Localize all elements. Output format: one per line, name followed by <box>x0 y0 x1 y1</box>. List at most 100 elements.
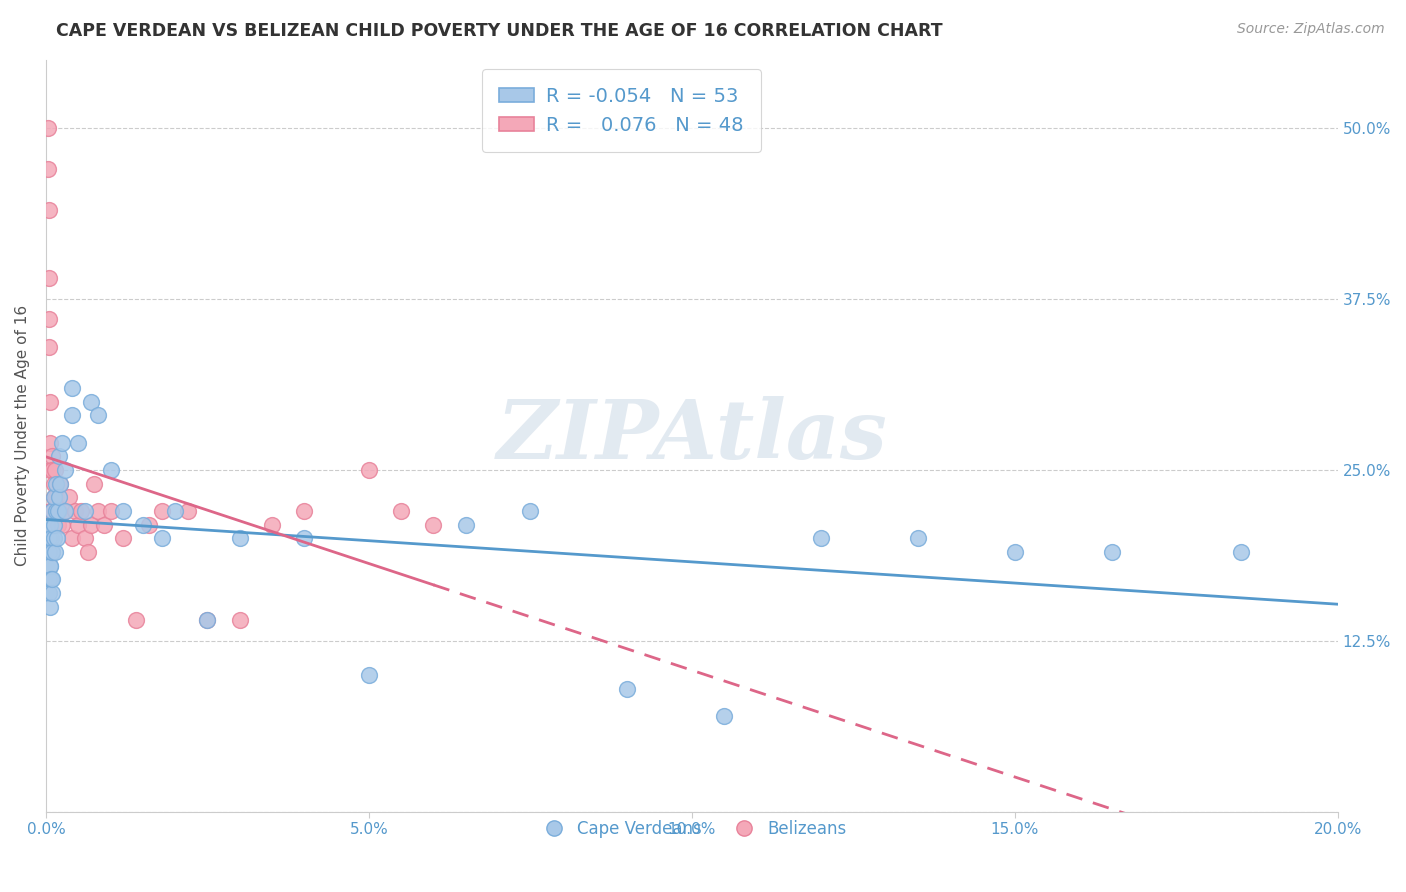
Point <box>165 504 187 518</box>
Point <box>41 586 63 600</box>
Point <box>39 504 62 518</box>
Point <box>260 517 283 532</box>
Point <box>1004 545 1026 559</box>
Point <box>42 490 65 504</box>
Point <box>197 614 219 628</box>
Point <box>519 504 541 518</box>
Point <box>907 531 929 545</box>
Point <box>228 531 250 545</box>
Point <box>70 504 93 518</box>
Point <box>39 517 62 532</box>
Point <box>616 681 638 696</box>
Point <box>1101 545 1123 559</box>
Point <box>83 476 105 491</box>
Point <box>100 504 122 518</box>
Point <box>44 517 66 532</box>
Point <box>93 517 115 532</box>
Y-axis label: Child Poverty Under the Age of 16: Child Poverty Under the Age of 16 <box>15 305 30 566</box>
Point <box>41 449 63 463</box>
Point <box>51 435 73 450</box>
Point <box>53 504 76 518</box>
Point <box>389 504 412 518</box>
Point <box>177 504 200 518</box>
Point <box>38 573 60 587</box>
Point <box>38 586 60 600</box>
Point <box>41 573 63 587</box>
Point <box>42 476 65 491</box>
Point <box>38 202 60 217</box>
Point <box>1229 545 1251 559</box>
Point <box>51 517 73 532</box>
Point <box>41 463 63 477</box>
Point <box>810 531 832 545</box>
Point <box>38 599 60 614</box>
Point <box>292 531 315 545</box>
Point <box>38 435 60 450</box>
Point <box>39 504 62 518</box>
Point <box>44 463 66 477</box>
Point <box>41 504 63 518</box>
Point <box>422 517 444 532</box>
Point <box>60 381 83 395</box>
Point <box>38 545 60 559</box>
Point <box>100 463 122 477</box>
Point <box>86 504 108 518</box>
Point <box>46 504 69 518</box>
Point <box>39 558 62 573</box>
Point <box>44 490 66 504</box>
Point <box>46 531 69 545</box>
Point <box>132 517 155 532</box>
Point <box>67 517 90 532</box>
Point <box>49 476 72 491</box>
Point <box>60 531 83 545</box>
Point <box>42 531 65 545</box>
Point <box>73 504 96 518</box>
Point <box>45 490 67 504</box>
Point <box>38 340 60 354</box>
Point <box>357 463 380 477</box>
Point <box>63 504 86 518</box>
Point <box>112 504 135 518</box>
Point <box>292 504 315 518</box>
Point <box>228 614 250 628</box>
Point <box>713 709 735 723</box>
Point <box>39 463 62 477</box>
Point <box>53 504 76 518</box>
Point <box>45 504 67 518</box>
Legend: Cape Verdeans, Belizeans: Cape Verdeans, Belizeans <box>530 814 853 845</box>
Point <box>67 435 90 450</box>
Point <box>41 504 63 518</box>
Point <box>357 668 380 682</box>
Point <box>49 476 72 491</box>
Point <box>37 161 59 176</box>
Point <box>44 545 66 559</box>
Point <box>150 504 173 518</box>
Point <box>80 394 103 409</box>
Point <box>86 408 108 422</box>
Point <box>73 531 96 545</box>
Point <box>41 545 63 559</box>
Point <box>138 517 160 532</box>
Point <box>80 517 103 532</box>
Point <box>39 573 62 587</box>
Point <box>48 490 70 504</box>
Point <box>41 545 63 559</box>
Point <box>45 476 67 491</box>
Point <box>38 531 60 545</box>
Point <box>60 408 83 422</box>
Point <box>45 504 67 518</box>
Point <box>38 558 60 573</box>
Point <box>48 449 70 463</box>
Point <box>77 545 100 559</box>
Point <box>46 517 69 532</box>
Point <box>38 394 60 409</box>
Text: Source: ZipAtlas.com: Source: ZipAtlas.com <box>1237 22 1385 37</box>
Point <box>48 504 70 518</box>
Point <box>112 531 135 545</box>
Point <box>53 463 76 477</box>
Point <box>37 120 59 135</box>
Point <box>38 271 60 285</box>
Point <box>58 490 80 504</box>
Point <box>38 312 60 326</box>
Point <box>150 531 173 545</box>
